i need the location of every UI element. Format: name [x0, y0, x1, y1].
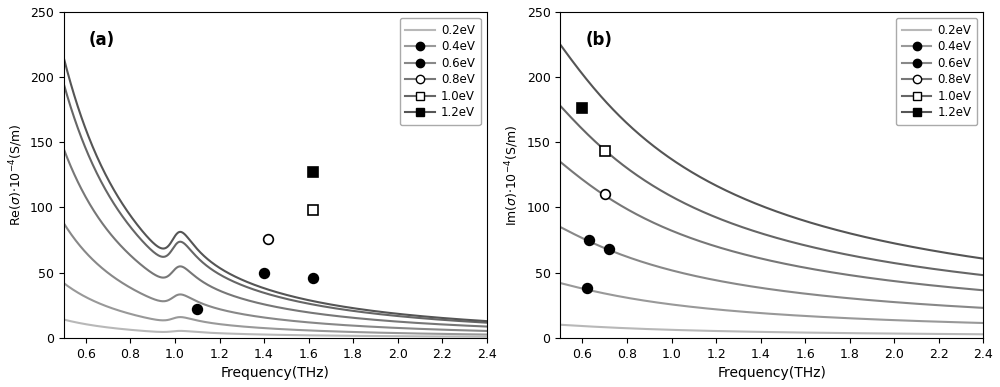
Legend: 0.2eV, 0.4eV, 0.6eV, 0.8eV, 1.0eV, 1.2eV: 0.2eV, 0.4eV, 0.6eV, 0.8eV, 1.0eV, 1.2eV	[400, 18, 481, 125]
Text: (b): (b)	[586, 31, 612, 50]
Y-axis label: Im($\sigma$)$\cdot$10$^{-4}$(S/m): Im($\sigma$)$\cdot$10$^{-4}$(S/m)	[503, 124, 521, 226]
Text: (a): (a)	[89, 31, 115, 50]
X-axis label: Frequency(THz): Frequency(THz)	[717, 366, 826, 380]
Legend: 0.2eV, 0.4eV, 0.6eV, 0.8eV, 1.0eV, 1.2eV: 0.2eV, 0.4eV, 0.6eV, 0.8eV, 1.0eV, 1.2eV	[896, 18, 977, 125]
Y-axis label: Re($\sigma$)$\cdot$10$^{-4}$(S/m): Re($\sigma$)$\cdot$10$^{-4}$(S/m)	[7, 124, 25, 226]
X-axis label: Frequency(THz): Frequency(THz)	[221, 366, 330, 380]
